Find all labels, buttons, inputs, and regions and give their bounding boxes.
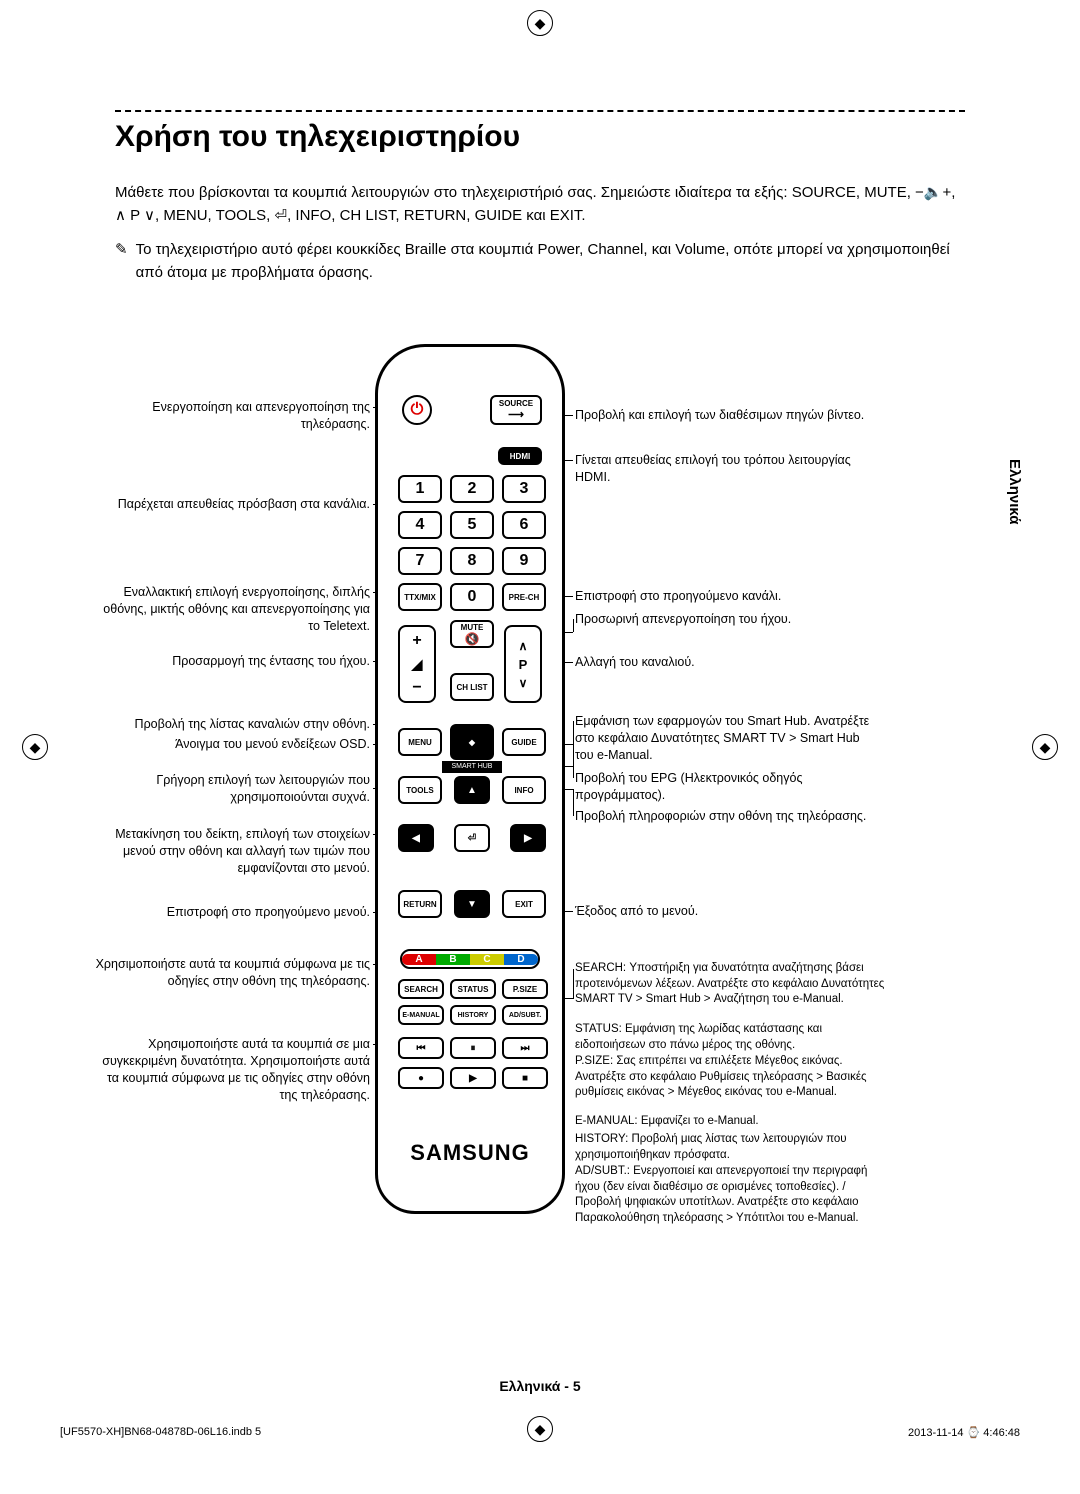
num-3[interactable]: 3 bbox=[502, 475, 546, 503]
exit-button[interactable]: EXIT bbox=[502, 890, 546, 918]
label-exit: Έξοδος από το μενού. bbox=[575, 903, 865, 920]
prev-button[interactable]: ⏮ bbox=[398, 1037, 444, 1059]
channel-rocker[interactable]: ∧ P ∨ bbox=[504, 625, 542, 703]
search-button[interactable]: SEARCH bbox=[398, 979, 444, 999]
label-psize: P.SIZE: Σας επιτρέπει να επιλέξετε Μέγεθ… bbox=[575, 1054, 885, 1101]
down-button[interactable]: ▼ bbox=[454, 890, 490, 918]
label-menu: Άνοιγμα του μενού ενδείξεων OSD. bbox=[95, 736, 370, 753]
left-button[interactable]: ◀ bbox=[398, 824, 434, 852]
label-emanual: E-MANUAL: Εμφανίζει το e-Manual. bbox=[575, 1114, 885, 1130]
reg-mark-top bbox=[527, 10, 553, 36]
smarthub-button[interactable]: ◆ bbox=[450, 724, 494, 760]
enter-button[interactable]: ⏎ bbox=[454, 824, 490, 852]
label-power: Ενεργοποίηση και απενεργοποίηση της τηλε… bbox=[95, 399, 370, 433]
adsubt-button[interactable]: AD/SUBT. bbox=[502, 1005, 548, 1025]
psize-button[interactable]: P.SIZE bbox=[502, 979, 548, 999]
prech-button[interactable]: PRE-CH bbox=[502, 583, 546, 611]
brand-logo: SAMSUNG bbox=[378, 1140, 562, 1166]
label-mute: Προσωρινή απενεργοποίηση του ήχου. bbox=[575, 611, 865, 628]
label-smarthub: Εμφάνιση των εφαρμογών του Smart Hub. Αν… bbox=[575, 713, 875, 764]
label-source: Προβολή και επιλογή των διαθέσιμων πηγών… bbox=[575, 407, 865, 424]
remote-diagram: Ενεργοποίηση και απενεργοποίηση της τηλε… bbox=[115, 344, 965, 1264]
next-button[interactable]: ⏭ bbox=[502, 1037, 548, 1059]
footer-right: 2013-11-14 ⌚ 4:46:48 bbox=[908, 1426, 1020, 1439]
num-4[interactable]: 4 bbox=[398, 511, 442, 539]
label-return: Επιστροφή στο προηγούμενο μενού. bbox=[95, 904, 370, 921]
volume-rocker[interactable]: + ◢ − bbox=[398, 625, 436, 703]
label-abcd: Χρησιμοποιήστε αυτά τα κουμπιά σύμφωνα μ… bbox=[95, 956, 370, 990]
color-buttons[interactable]: A B C D bbox=[400, 949, 540, 969]
num-8[interactable]: 8 bbox=[450, 547, 494, 575]
num-7[interactable]: 7 bbox=[398, 547, 442, 575]
play-button[interactable]: ▶ bbox=[450, 1067, 496, 1089]
divider bbox=[115, 110, 965, 112]
up-button[interactable]: ▲ bbox=[454, 776, 490, 804]
history-button[interactable]: HISTORY bbox=[450, 1005, 496, 1025]
num-9[interactable]: 9 bbox=[502, 547, 546, 575]
guide-button[interactable]: GUIDE bbox=[502, 728, 546, 756]
ttx-button[interactable]: TTX/MIX bbox=[398, 583, 442, 611]
language-tab: Ελληνικά bbox=[1004, 455, 1025, 528]
num-1[interactable]: 1 bbox=[398, 475, 442, 503]
num-6[interactable]: 6 bbox=[502, 511, 546, 539]
label-adsubt: AD/SUBT.: Ενεργοποιεί και απενεργοποιεί … bbox=[575, 1164, 885, 1226]
page-content: Χρήση του τηλεχειριστηρίου Μάθετε που βρ… bbox=[0, 0, 1080, 1264]
emanual-button[interactable]: E-MANUAL bbox=[398, 1005, 444, 1025]
label-numbers: Παρέχεται απευθείας πρόσβαση στα κανάλια… bbox=[95, 496, 370, 513]
status-button[interactable]: STATUS bbox=[450, 979, 496, 999]
label-channel: Αλλαγή του καναλιού. bbox=[575, 654, 865, 671]
menu-button[interactable]: MENU bbox=[398, 728, 442, 756]
hdmi-button[interactable]: HDMI bbox=[498, 447, 542, 465]
label-volume: Προσαρμογή της έντασης του ήχου. bbox=[95, 653, 370, 670]
label-nav: Μετακίνηση του δείκτη, επιλογή των στοιχ… bbox=[95, 826, 370, 877]
label-status: STATUS: Εμφάνιση της λωρίδας κατάστασης … bbox=[575, 1022, 885, 1053]
stop-button[interactable]: ■ bbox=[502, 1067, 548, 1089]
pause-button[interactable]: ⏸ bbox=[450, 1037, 496, 1059]
label-history: HISTORY: Προβολή μιας λίστας των λειτουρ… bbox=[575, 1132, 885, 1163]
label-info: Προβολή πληροφοριών στην οθόνη της τηλεό… bbox=[575, 808, 885, 825]
label-hdmi: Γίνεται απευθείας επιλογή του τρόπου λει… bbox=[575, 452, 885, 486]
power-button[interactable]: ⏻ bbox=[402, 395, 432, 425]
right-button[interactable]: ▶ bbox=[510, 824, 546, 852]
label-media: Χρησιμοποιήστε αυτά τα κουμπιά σε μια συ… bbox=[95, 1036, 370, 1104]
num-0[interactable]: 0 bbox=[450, 583, 494, 611]
record-button[interactable]: ● bbox=[398, 1067, 444, 1089]
label-tools: Γρήγορη επιλογή των λειτουργιών που χρησ… bbox=[95, 772, 370, 806]
note-icon: ✎ bbox=[115, 239, 128, 284]
return-button[interactable]: RETURN bbox=[398, 890, 442, 918]
intro-text: Μάθετε που βρίσκονται τα κουμπιά λειτουρ… bbox=[115, 182, 965, 227]
note: ✎ Το τηλεχειριστήριο αυτό φέρει κουκκίδε… bbox=[115, 239, 965, 284]
reg-mark-left bbox=[22, 734, 48, 760]
num-2[interactable]: 2 bbox=[450, 475, 494, 503]
footer-left: [UF5570-XH]BN68-04878D-06L16.indb 5 bbox=[60, 1426, 261, 1439]
label-chlist: Προβολή της λίστας καναλιών στην οθόνη. bbox=[95, 716, 370, 733]
page-number: Ελληνικά - 5 bbox=[0, 1378, 1080, 1394]
note-text: Το τηλεχειριστήριο αυτό φέρει κουκκίδες … bbox=[136, 239, 965, 284]
footer-line: [UF5570-XH]BN68-04878D-06L16.indb 5 2013… bbox=[60, 1426, 1020, 1439]
smarthub-label: SMART HUB bbox=[442, 761, 502, 773]
page-title: Χρήση του τηλεχειριστηρίου bbox=[115, 120, 965, 154]
source-button[interactable]: SOURCE⟶ bbox=[490, 395, 542, 425]
remote-body: ⏻ SOURCE⟶ HDMI 1 2 3 4 5 6 7 8 9 TTX/MIX… bbox=[375, 344, 565, 1214]
label-ttx: Εναλλακτική επιλογή ενεργοποίησης, διπλή… bbox=[95, 584, 370, 635]
tools-button[interactable]: TOOLS bbox=[398, 776, 442, 804]
reg-mark-right bbox=[1032, 734, 1058, 760]
chlist-button[interactable]: CH LIST bbox=[450, 673, 494, 701]
num-5[interactable]: 5 bbox=[450, 511, 494, 539]
info-button[interactable]: INFO bbox=[502, 776, 546, 804]
label-search: SEARCH: Υποστήριξη για δυνατότητα αναζήτ… bbox=[575, 961, 885, 1008]
label-guide: Προβολή του EPG (Ηλεκτρονικός οδηγός προ… bbox=[575, 770, 865, 804]
mute-button[interactable]: MUTE🔇 bbox=[450, 620, 494, 648]
label-prech: Επιστροφή στο προηγούμενο κανάλι. bbox=[575, 588, 865, 605]
